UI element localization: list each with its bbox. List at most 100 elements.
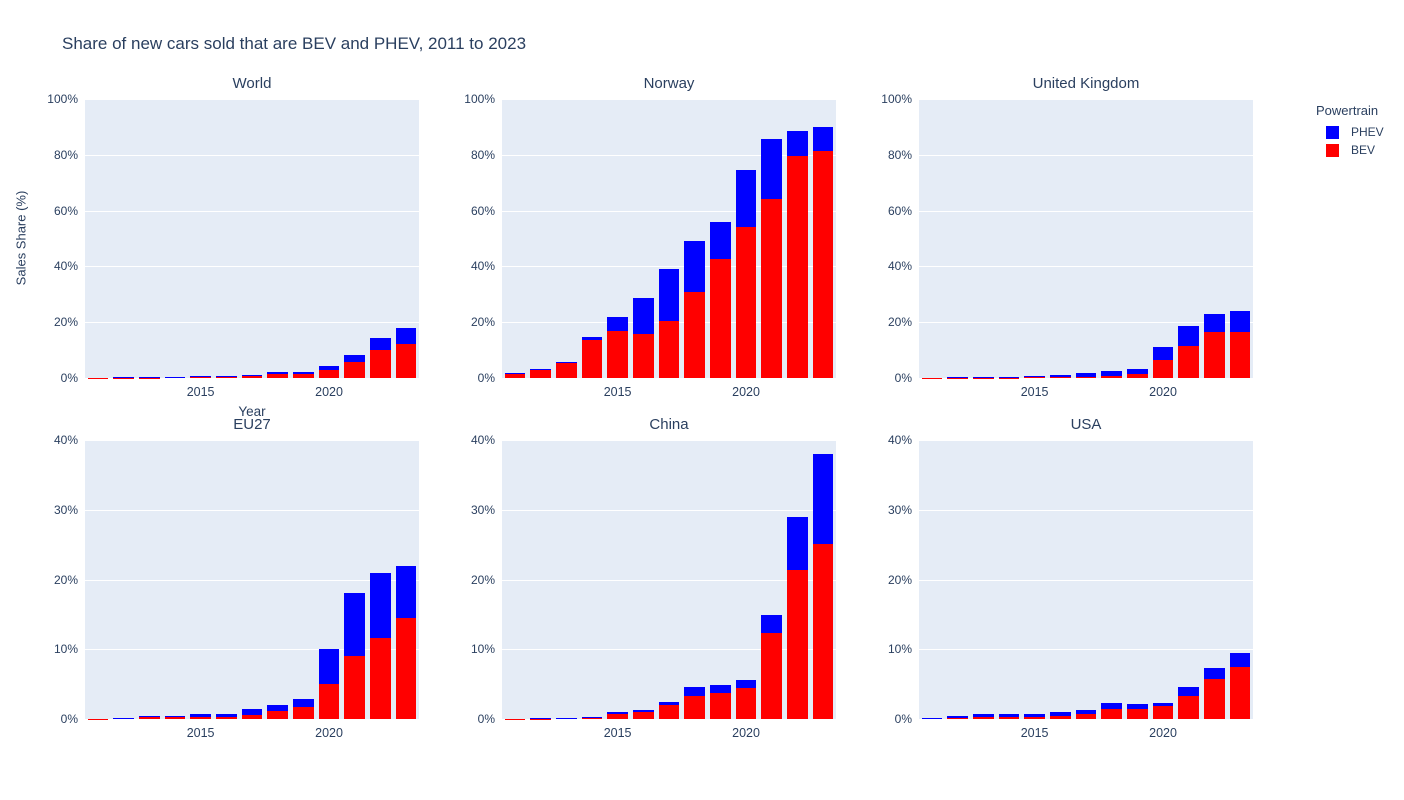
bar-phev-2014 [998,376,1020,378]
y-tick-label: 0% [478,712,495,726]
bar-phev-2021 [761,138,783,200]
bar-phev-2020 [735,679,757,688]
gridline [919,154,1253,156]
bar-bev-2017 [241,376,263,378]
bar-bev-2011 [504,373,526,378]
y-tick-label: 40% [53,259,78,274]
bar-bev-2022 [370,349,391,378]
gridline [502,579,836,581]
bar-bev-2016 [1050,376,1071,378]
x-axis-title: Year [238,404,266,419]
bar-bev-2012 [113,717,134,719]
bar-phev-2022 [370,573,391,639]
bar-phev-2012 [947,715,968,718]
bev-swatch-icon [1326,143,1339,157]
bar-phev-2015 [607,712,628,714]
bar-bev-2021 [761,633,783,719]
bar-bev-2021 [761,199,783,378]
x-tick-label: 2015 [604,726,632,740]
subplot-title: World [232,75,272,92]
bar-bev-2015 [607,330,628,378]
y-tick-label: 20% [53,572,78,587]
bar-bev-2023 [395,617,417,719]
bar-phev-2023 [1229,653,1251,668]
bar-phev-2017 [658,702,680,706]
gridline [919,649,1253,651]
bar-bev-2023 [812,543,834,719]
bar-bev-2015 [190,377,211,378]
bar-bev-2016 [1050,715,1071,719]
x-tick-label: 2020 [1149,726,1177,740]
gridline [502,509,836,511]
legend-item-label: PHEV [1351,125,1384,139]
legend-title: Powertrain [1316,103,1379,118]
gridline [85,509,419,511]
gridline [85,440,419,441]
bar-bev-2022 [1204,678,1225,719]
bar-bev-2019 [1127,708,1148,719]
bar-phev-2018 [684,686,705,696]
phev-swatch-icon [1326,125,1339,139]
gridline [919,210,1253,212]
gridline [502,649,836,651]
subplot-usa[interactable]: USA 0% 10% 20% 30% 40% 2015 2020 [888,416,1253,740]
y-tick-label: 40% [53,433,78,447]
bar-bev-2016 [633,712,654,719]
y-tick-label: 0% [894,371,912,385]
bar-bev-2015 [1024,377,1045,378]
y-tick-label: 40% [888,433,912,447]
y-tick-label: 10% [53,642,78,657]
gridline [919,266,1253,268]
y-tick-label: 10% [471,642,495,656]
bar-phev-2017 [658,269,680,321]
gridline [919,440,1253,441]
bar-phev-2015 [607,317,628,331]
bar-bev-2021 [344,361,366,378]
legend-item-phev[interactable]: PHEV [1310,125,1384,139]
gridline [919,509,1253,511]
bar-bev-2013 [555,362,577,378]
figure-title: Share of new cars sold that are BEV and … [62,34,527,53]
x-tick-label: 2015 [603,385,632,399]
bar-bev-2018 [684,695,705,719]
bar-phev-2021 [344,354,366,362]
bar-phev-2020 [318,366,340,371]
subplot-china[interactable]: China 0% 10% 20% 30% 40% 2015 2020 [471,416,836,740]
subplot-united-kingdom[interactable]: United Kingdom 0% 20% 40% 60% 80% 100% 2015 202… [881,75,1253,399]
bar-phev-2017 [1075,709,1097,715]
bar-bev-2022 [787,570,808,719]
bar-bev-2018 [684,291,705,378]
bar-bev-2017 [241,714,263,719]
y-tick-label: 80% [470,147,495,162]
bar-bev-2019 [293,707,314,719]
bar-phev-2013 [555,361,577,363]
bar-phev-2016 [633,298,654,335]
subplot-norway[interactable]: Norway 0% 20% 40% 60% 80% 100% 2015 2020 [464,75,836,399]
bar-phev-2018 [267,705,288,712]
bar-phev-2013 [138,716,160,718]
y-tick-label: 0% [60,371,78,385]
bar-bev-2015 [1024,716,1045,719]
subplot-eu27[interactable]: EU27 0% 10% 20% 30% 40% 2015 2020 [54,416,419,740]
gridline [919,99,1253,100]
subplot-title: Norway [643,75,695,92]
bar-bev-2021 [344,656,366,719]
bar-bev-2012 [947,717,968,719]
bar-bev-2021 [1178,695,1200,719]
bar-bev-2018 [1101,708,1122,719]
subplot-world[interactable]: World 0% 20% 40% 60% 80% 100% 2015 2020 [47,75,419,399]
bar-phev-2023 [395,328,417,344]
bar-bev-2020 [318,684,340,719]
bar-bev-2022 [1204,331,1225,378]
bar-bev-2017 [1075,714,1097,719]
bar-bev-2015 [190,716,211,719]
bar-phev-2012 [530,368,551,370]
bar-bev-2014 [164,717,186,719]
bar-bev-2019 [293,374,314,378]
x-tick-label: 2020 [315,726,343,740]
y-tick-label: 40% [887,259,912,274]
bar-phev-2016 [1050,712,1071,716]
legend-item-bev[interactable]: BEV [1310,143,1384,157]
bar-bev-2022 [787,156,808,378]
bar-phev-2022 [1204,668,1225,679]
